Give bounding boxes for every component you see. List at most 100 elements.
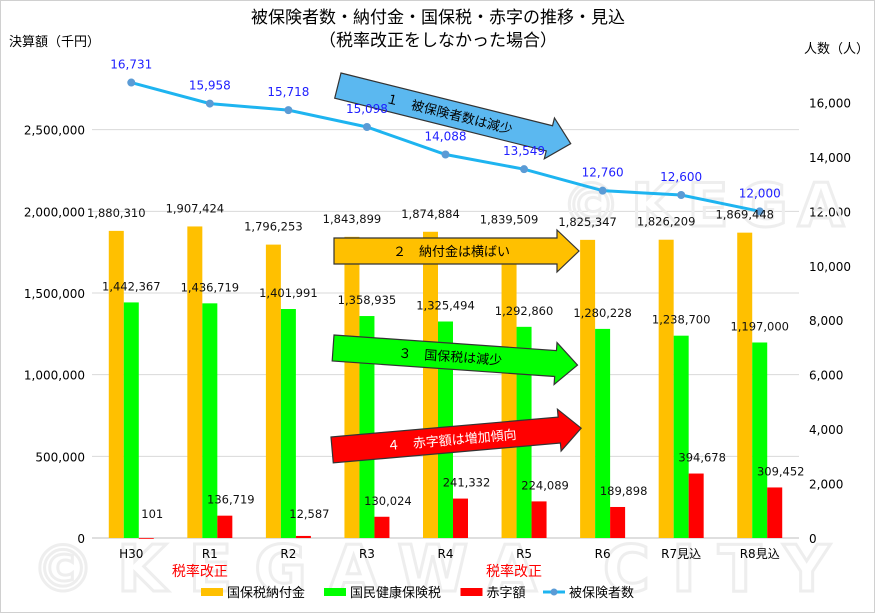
arrow-shape bbox=[330, 407, 583, 464]
bar-国保税納付金 bbox=[187, 226, 203, 538]
arrow-shape bbox=[333, 72, 572, 160]
bar-赤字額 bbox=[531, 501, 547, 538]
right-tick-label: 0 bbox=[809, 532, 817, 546]
annotation-arrow: ４ 赤字額は増加傾向 bbox=[330, 407, 583, 464]
data-label-国保税納付金: 1,825,347 bbox=[558, 215, 617, 229]
bar-国民健康保険税 bbox=[123, 302, 139, 538]
line-data-label: 13,549 bbox=[503, 144, 545, 158]
left-tick-label: 2,500,000 bbox=[24, 124, 85, 138]
line-data-label: 15,098 bbox=[346, 102, 388, 116]
tax-revision-note: 税率改正 bbox=[486, 563, 542, 580]
right-tick-label: 10,000 bbox=[809, 260, 851, 274]
bar-赤字額 bbox=[688, 473, 704, 538]
line-data-label: 12,000 bbox=[739, 186, 781, 200]
left-tick-label: 500,000 bbox=[35, 450, 85, 464]
bar-赤字額 bbox=[610, 506, 626, 538]
data-label-赤字額: 136,719 bbox=[207, 493, 255, 507]
data-label-国保税納付金: 1,796,253 bbox=[244, 220, 303, 234]
bar-国保税納付金 bbox=[658, 239, 674, 539]
data-label-国保税納付金: 1,843,899 bbox=[323, 212, 382, 226]
line-marker bbox=[362, 122, 371, 131]
x-tick-label: R7見込 bbox=[661, 547, 701, 561]
line-marker bbox=[441, 150, 450, 159]
watermark: ©KEGA bbox=[561, 171, 854, 241]
line-marker bbox=[520, 165, 529, 174]
data-label-国保税納付金: 1,907,424 bbox=[166, 201, 225, 215]
tax-revision-note: 税率改正 bbox=[172, 563, 228, 580]
left-tick-label: 1,000,000 bbox=[24, 369, 85, 383]
data-label-赤字額: 101 bbox=[141, 507, 163, 521]
bar-国保税納付金 bbox=[344, 236, 360, 538]
right-tick-label: 14,000 bbox=[809, 151, 851, 165]
right-tick-label: 12,000 bbox=[809, 205, 851, 219]
arrow-shape bbox=[333, 228, 580, 274]
bar-国民健康保険税 bbox=[595, 328, 611, 538]
line-data-label: 14,088 bbox=[425, 129, 467, 143]
data-label-国民健康保険税: 1,238,700 bbox=[652, 313, 711, 327]
data-label-国民健康保険税: 1,401,991 bbox=[259, 286, 318, 300]
legend-swatch bbox=[324, 588, 346, 596]
bar-国民健康保険税 bbox=[202, 303, 218, 538]
bar-国保税納付金 bbox=[580, 239, 596, 538]
x-tick-label: R5 bbox=[516, 547, 532, 561]
line-marker bbox=[677, 191, 686, 199]
legend-label: 被保険者数 bbox=[569, 586, 634, 601]
data-label-国民健康保険税: 1,442,367 bbox=[102, 279, 161, 293]
data-label-国民健康保険税: 1,436,719 bbox=[181, 280, 240, 294]
left-tick-label: 1,500,000 bbox=[24, 287, 85, 301]
bar-国保税納付金 bbox=[108, 230, 124, 539]
left-tick-label: 2,000,000 bbox=[24, 205, 85, 219]
right-tick-label: 6,000 bbox=[809, 369, 843, 383]
chart-subtitle: （税率改正をしなかった場合） bbox=[319, 31, 557, 51]
data-label-国民健康保険税: 1,325,494 bbox=[416, 299, 475, 313]
bar-赤字額 bbox=[217, 515, 233, 538]
x-tick-label: R8見込 bbox=[740, 547, 780, 561]
x-tick-label: R4 bbox=[438, 547, 454, 561]
arrow-label: ３ 国保税は減少 bbox=[398, 346, 503, 369]
annotation-arrow: ３ 国保税は減少 bbox=[331, 334, 579, 386]
data-label-赤字額: 309,452 bbox=[757, 464, 805, 478]
line-marker bbox=[205, 99, 214, 108]
line-data-label: 15,958 bbox=[189, 79, 231, 93]
legend-label: 赤字額 bbox=[487, 586, 526, 601]
data-label-国保税納付金: 1,874,884 bbox=[401, 207, 460, 221]
data-label-国民健康保険税: 1,292,860 bbox=[495, 304, 554, 318]
line-data-label: 12,600 bbox=[660, 170, 702, 184]
legend-swatch bbox=[460, 588, 483, 596]
data-label-赤字額: 12,587 bbox=[289, 507, 329, 521]
line-marker bbox=[598, 186, 607, 195]
bar-赤字額 bbox=[374, 516, 390, 538]
data-label-赤字額: 394,678 bbox=[678, 451, 726, 465]
bar-赤字額 bbox=[453, 498, 468, 538]
bar-赤字額 bbox=[138, 537, 154, 539]
bar-国保税納付金 bbox=[423, 231, 438, 538]
bar-赤字額 bbox=[767, 487, 783, 538]
line-data-label: 12,760 bbox=[582, 166, 624, 180]
x-tick-label: H30 bbox=[119, 547, 143, 561]
legend-label: 国保税納付金 bbox=[227, 585, 305, 601]
line-data-label: 15,718 bbox=[267, 85, 309, 99]
right-tick-label: 8,000 bbox=[809, 314, 843, 328]
data-label-国保税納付金: 1,869,448 bbox=[715, 208, 774, 222]
data-label-国保税納付金: 1,826,209 bbox=[637, 215, 696, 229]
data-label-国民健康保険税: 1,358,935 bbox=[338, 293, 397, 307]
left-tick-label: 0 bbox=[77, 532, 85, 546]
x-tick-label: R1 bbox=[202, 547, 218, 561]
bar-国民健康保険税 bbox=[673, 335, 689, 538]
data-label-国民健康保険税: 1,280,228 bbox=[573, 306, 632, 320]
data-label-赤字額: 130,024 bbox=[364, 494, 412, 508]
legend-label: 国民健康保険税 bbox=[350, 585, 441, 601]
legend-marker bbox=[550, 588, 558, 596]
arrow-label: ２ 納付金は横ばい bbox=[393, 244, 510, 260]
line-data-label: 16,731 bbox=[110, 58, 152, 72]
data-label-国民健康保険税: 1,197,000 bbox=[730, 319, 789, 333]
bar-赤字額 bbox=[295, 535, 311, 538]
right-tick-label: 2,000 bbox=[809, 478, 843, 492]
data-label-国保税納付金: 1,839,509 bbox=[480, 213, 539, 227]
line-marker bbox=[127, 78, 136, 87]
line-marker bbox=[755, 207, 764, 216]
x-tick-label: R6 bbox=[595, 547, 611, 561]
x-tick-label: R2 bbox=[280, 547, 296, 561]
